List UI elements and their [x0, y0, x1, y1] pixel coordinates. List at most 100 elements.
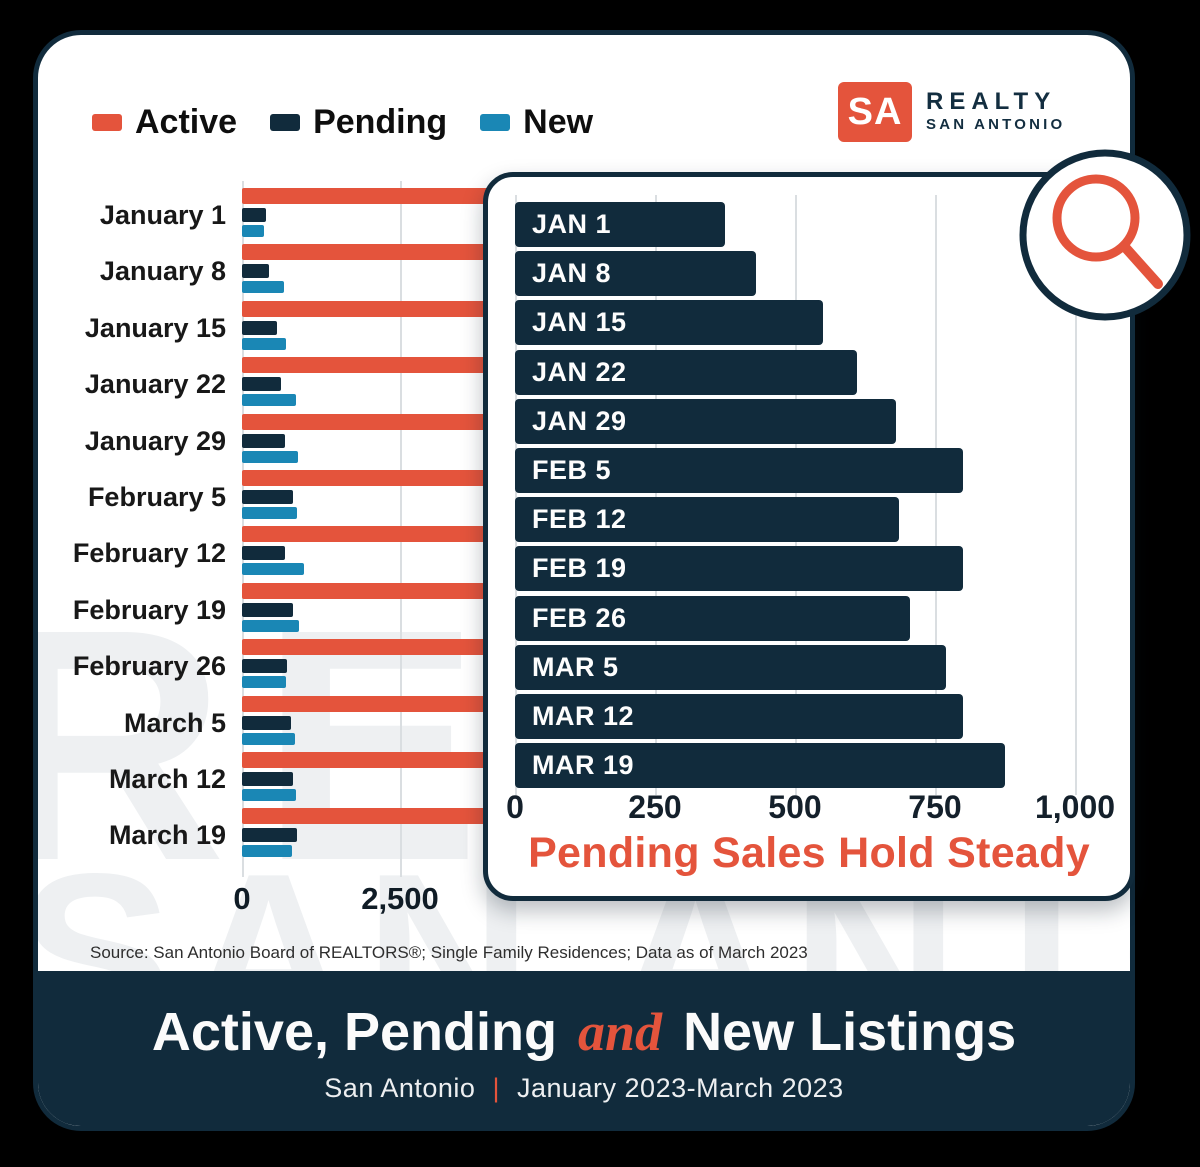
inset-axis-tick: 500	[768, 789, 822, 825]
footer-subtitle-right: January 2023-March 2023	[516, 1073, 844, 1104]
bar-pending	[242, 546, 286, 561]
bar-new	[242, 789, 297, 801]
active-swatch-icon	[92, 114, 122, 131]
legend-label: New	[523, 103, 594, 141]
inset-gridline	[515, 195, 517, 795]
legend: Active Pending New	[92, 103, 593, 142]
bar-new	[242, 281, 285, 294]
bar-new	[242, 394, 297, 407]
bar-pending	[242, 659, 287, 674]
inset-axis-tick: 1,000	[1034, 789, 1116, 825]
inset-gridline	[935, 195, 937, 795]
inset-bar-label: FEB 26	[532, 602, 627, 633]
inset-chart-title: Pending Sales Hold Steady	[528, 829, 1090, 877]
bar-new	[242, 450, 298, 463]
inset-bar-pending: FEB 26	[515, 595, 910, 641]
inset-bar-label: MAR 19	[532, 750, 635, 781]
inset-bar-label: FEB 5	[532, 455, 612, 485]
logo-line1: REALTY	[926, 88, 1057, 116]
inset-bar-pending: JAN 1	[515, 202, 725, 247]
bar-pending	[242, 264, 270, 279]
inset-bar-pending: MAR 12	[515, 694, 963, 739]
category-label: January 22	[84, 369, 226, 400]
inset-bar-pending: FEB 19	[515, 546, 963, 592]
inset-bar-label: FEB 12	[532, 504, 627, 535]
logo-badge: SA	[838, 82, 912, 142]
inset-bar-label: JAN 29	[532, 405, 627, 436]
inset-gridline	[655, 195, 657, 795]
inset-bar-pending: FEB 12	[515, 497, 899, 543]
inset-axis-tick: 250	[628, 789, 682, 825]
inset-bar-pending: JAN 8	[515, 251, 756, 297]
bar-pending	[242, 828, 298, 843]
bar-pending	[242, 377, 281, 392]
bar-new	[242, 225, 265, 237]
category-label: January 15	[84, 312, 226, 343]
inset-bar-pending: JAN 29	[515, 398, 896, 444]
inset-bar-pending: FEB 5	[515, 448, 963, 493]
footer-title-part2: New Listings	[683, 1002, 1017, 1062]
brand-logo: SA REALTY SAN ANTONIO	[838, 82, 1065, 142]
category-label: March 5	[123, 707, 226, 738]
inset-gridline	[795, 195, 797, 795]
bar-new	[242, 845, 292, 858]
bar-new	[242, 563, 304, 576]
pending-swatch-icon	[270, 114, 301, 131]
inset-bar-pending: MAR 5	[515, 644, 947, 690]
inset-plot-area: JAN 1 JAN 8 JAN 15 JAN 22 JAN 29 FEB 5 FEB 12 F…	[488, 177, 1130, 896]
bar-new	[242, 619, 299, 632]
inset-bar-pending: JAN 22	[515, 349, 857, 395]
main-axis-tick: 2,500	[361, 881, 439, 916]
inset-bar-label: MAR 12	[532, 701, 635, 731]
category-label: January 29	[84, 425, 226, 456]
footer-band: Active, Pending and New Listings San Ant…	[38, 971, 1130, 1126]
bar-pending	[242, 715, 291, 730]
footer-subtitle: San Antonio | January 2023-March 2023	[38, 1073, 1130, 1104]
footer-subtitle-left: San Antonio	[324, 1073, 476, 1104]
legend-item-active: Active	[92, 103, 237, 142]
legend-label: Pending	[313, 103, 448, 141]
bar-pending	[242, 433, 285, 448]
category-label: February 5	[87, 482, 226, 512]
bar-pending	[242, 602, 293, 617]
bar-new	[242, 337, 286, 350]
bar-new	[242, 732, 296, 745]
category-label: March 19	[108, 820, 226, 851]
footer-title-part1: Active, Pending	[151, 1002, 557, 1062]
source-note: Source: San Antonio Board of REALTORS®; …	[90, 943, 808, 962]
legend-item-new: New	[480, 103, 593, 142]
category-label: February 26	[72, 651, 226, 682]
inset-bar-label: FEB 19	[532, 553, 627, 584]
inset-axis-tick: 750	[908, 789, 962, 825]
inset-bar-pending: MAR 19	[515, 743, 1005, 789]
category-label: January 8	[99, 256, 226, 287]
inset-bar-label: JAN 15	[532, 307, 627, 338]
bar-pending	[242, 772, 293, 786]
inset-gridline	[1075, 195, 1077, 795]
footer-title-and: and	[578, 1002, 663, 1062]
footer-subtitle-separator: |	[492, 1073, 500, 1104]
bar-new	[242, 507, 297, 519]
bar-new	[242, 676, 286, 689]
new-swatch-icon	[480, 114, 511, 131]
bar-pending	[242, 490, 293, 504]
bar-pending	[242, 208, 266, 222]
logo-text: REALTY SAN ANTONIO	[926, 89, 1065, 134]
bar-pending	[242, 320, 277, 335]
category-label: February 19	[72, 594, 226, 625]
category-label: January 1	[99, 200, 226, 230]
logo-line2: SAN ANTONIO	[926, 115, 1066, 133]
inset-bar-label: MAR 5	[532, 651, 619, 682]
magnifier-icon	[1019, 149, 1191, 321]
inset-bar-label: JAN 1	[532, 209, 612, 239]
category-label: February 12	[72, 538, 226, 569]
inset-axis-tick: 0	[506, 789, 524, 825]
inset-bar-pending: JAN 15	[515, 300, 823, 346]
footer-title: Active, Pending and New Listings	[38, 1001, 1130, 1063]
main-axis-tick: 0	[233, 881, 251, 916]
inset-bar-label: JAN 22	[532, 356, 627, 387]
inset-bar-label: JAN 8	[532, 258, 612, 289]
category-label: March 12	[108, 764, 226, 794]
legend-item-pending: Pending	[270, 103, 447, 142]
inset-pending-chart: JAN 1 JAN 8 JAN 15 JAN 22 JAN 29 FEB 5 FEB 12 F…	[483, 172, 1135, 901]
